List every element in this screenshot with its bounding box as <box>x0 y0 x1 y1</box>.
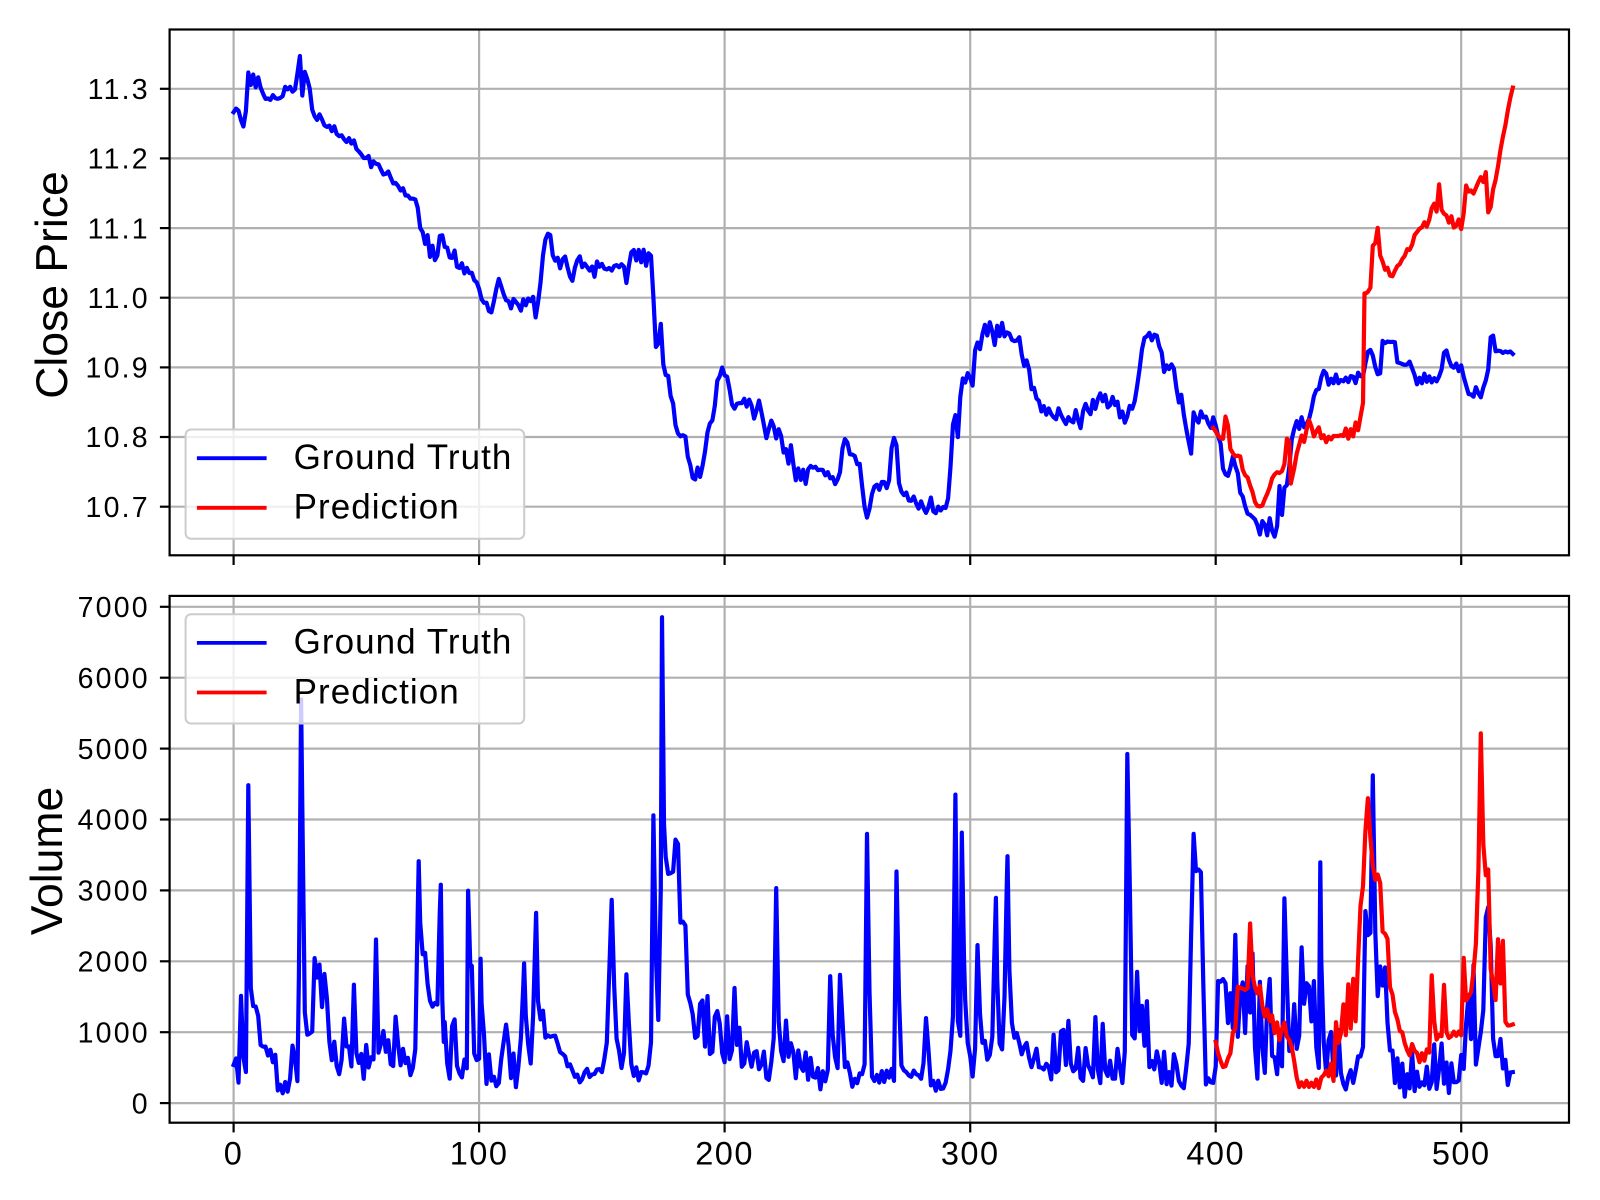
svg-text:400: 400 <box>1186 1136 1245 1172</box>
svg-text:10.7: 10.7 <box>86 492 150 524</box>
svg-text:10.9: 10.9 <box>86 353 150 385</box>
svg-text:11.2: 11.2 <box>88 144 150 176</box>
svg-text:Close Price: Close Price <box>28 171 77 399</box>
svg-text:200: 200 <box>695 1136 754 1172</box>
svg-text:6000: 6000 <box>78 663 150 695</box>
svg-text:5000: 5000 <box>78 734 150 766</box>
svg-text:Ground Truth: Ground Truth <box>294 623 513 662</box>
svg-text:3000: 3000 <box>78 876 150 908</box>
svg-text:0: 0 <box>132 1088 150 1120</box>
svg-text:1000: 1000 <box>78 1017 150 1049</box>
svg-text:11.3: 11.3 <box>88 74 150 106</box>
svg-text:Prediction: Prediction <box>294 488 460 527</box>
svg-text:Volume: Volume <box>23 787 72 935</box>
svg-text:11.0: 11.0 <box>88 283 150 315</box>
svg-text:10.8: 10.8 <box>86 422 150 454</box>
svg-text:Prediction: Prediction <box>294 672 460 711</box>
svg-text:100: 100 <box>450 1136 509 1172</box>
svg-text:2000: 2000 <box>78 947 150 979</box>
svg-text:300: 300 <box>941 1136 1000 1172</box>
svg-text:4000: 4000 <box>78 805 150 837</box>
svg-text:11.1: 11.1 <box>88 213 150 245</box>
svg-text:500: 500 <box>1432 1136 1491 1172</box>
svg-text:Ground Truth: Ground Truth <box>294 438 513 477</box>
svg-text:7000: 7000 <box>78 592 150 624</box>
svg-text:0: 0 <box>224 1136 244 1172</box>
